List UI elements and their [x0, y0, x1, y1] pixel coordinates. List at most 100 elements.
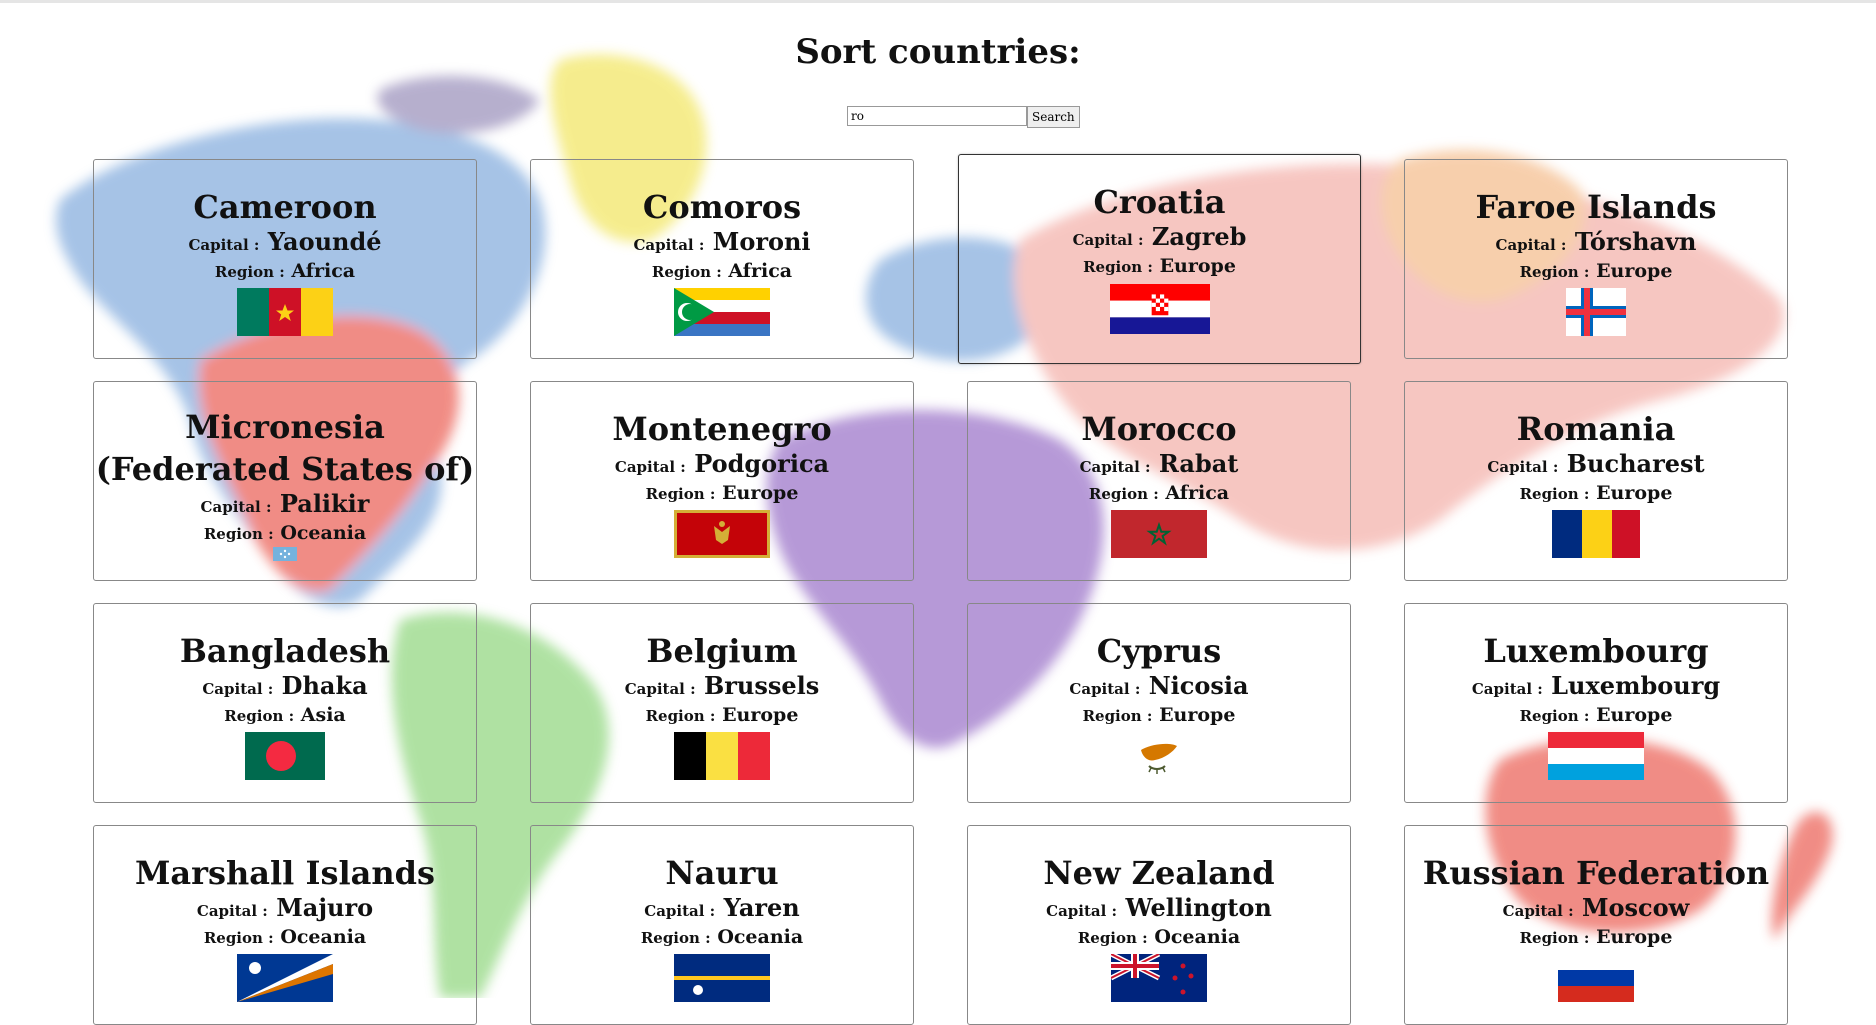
- luxembourg-flag-icon: [1548, 732, 1644, 780]
- region-label: Region :: [1077, 929, 1148, 947]
- capital-value: Majuro: [276, 893, 374, 922]
- country-card[interactable]: Russian Federation Capital : Moscow Regi…: [1404, 825, 1788, 1025]
- country-region: Region : Africa: [94, 259, 476, 284]
- country-name: Marshall Islands: [134, 854, 435, 892]
- country-card[interactable]: Faroe Islands Capital : Tórshavn Region …: [1404, 159, 1788, 359]
- country-card[interactable]: Romania Capital : Bucharest Region : Eur…: [1404, 381, 1788, 581]
- country-name: Micronesia (Federated States of): [95, 408, 475, 488]
- capital-label: Capital :: [1471, 680, 1543, 698]
- capital-label: Capital :: [188, 236, 260, 254]
- country-card[interactable]: Morocco Capital : Rabat Region : Africa: [967, 381, 1351, 581]
- region-value: Europe: [722, 704, 799, 726]
- country-card[interactable]: Micronesia (Federated States of) Capital…: [93, 381, 477, 581]
- region-label: Region :: [1519, 929, 1590, 947]
- region-value: Europe: [1159, 255, 1236, 277]
- montenegro-flag-icon: [674, 510, 770, 558]
- comoros-flag-icon: [674, 288, 770, 336]
- russia-flag-icon: [1548, 954, 1644, 1002]
- search-form: Search: [847, 106, 1080, 128]
- country-card[interactable]: New Zealand Capital : Wellington Region …: [967, 825, 1351, 1025]
- country-region: Region : Europe: [968, 703, 1350, 728]
- top-border: [0, 0, 1876, 3]
- country-region: Region : Europe: [1405, 259, 1787, 284]
- country-card[interactable]: Bangladesh Capital : Dhaka Region : Asia: [93, 603, 477, 803]
- country-card[interactable]: Nauru Capital : Yaren Region : Oceania: [530, 825, 914, 1025]
- region-label: Region :: [214, 263, 285, 281]
- country-name: Montenegro: [612, 410, 832, 448]
- region-label: Region :: [203, 525, 274, 543]
- country-name: Comoros: [642, 188, 802, 226]
- country-card[interactable]: Montenegro Capital : Podgorica Region : …: [530, 381, 914, 581]
- region-value: Europe: [1596, 482, 1673, 504]
- region-label: Region :: [640, 929, 711, 947]
- region-value: Oceania: [280, 522, 367, 544]
- country-region: Region : Europe: [1405, 481, 1787, 506]
- country-capital: Capital : Rabat: [968, 450, 1350, 481]
- croatia-flag-icon: [1109, 283, 1210, 335]
- country-card[interactable]: Croatia Capital : Zagreb Region : Europe: [958, 154, 1361, 364]
- region-value: Europe: [1159, 704, 1236, 726]
- region-label: Region :: [1088, 485, 1159, 503]
- country-region: Region : Europe: [1405, 703, 1787, 728]
- country-capital: Capital : Majuro: [94, 894, 476, 925]
- region-value: Europe: [722, 482, 799, 504]
- search-button[interactable]: Search: [1027, 106, 1080, 128]
- country-card[interactable]: Cyprus Capital : Nicosia Region : Europe: [967, 603, 1351, 803]
- region-value: Africa: [728, 260, 793, 282]
- country-capital: Capital : Zagreb: [959, 223, 1360, 254]
- country-card[interactable]: Cameroon Capital : Yaoundé Region : Afri…: [93, 159, 477, 359]
- country-name: Romania: [1516, 410, 1676, 448]
- capital-value: Luxembourg: [1551, 671, 1721, 700]
- country-capital: Capital : Luxembourg: [1405, 672, 1787, 703]
- bangladesh-flag-icon: [237, 732, 333, 780]
- country-region: Region : Oceania: [968, 925, 1350, 950]
- country-card[interactable]: Belgium Capital : Brussels Region : Euro…: [530, 603, 914, 803]
- capital-value: Yaoundé: [267, 227, 382, 256]
- country-card[interactable]: Luxembourg Capital : Luxembourg Region :…: [1404, 603, 1788, 803]
- country-capital: Capital : Podgorica: [531, 450, 913, 481]
- country-name: Faroe Islands: [1475, 188, 1717, 226]
- country-card[interactable]: Marshall Islands Capital : Majuro Region…: [93, 825, 477, 1025]
- country-region: Region : Africa: [968, 481, 1350, 506]
- country-name: Croatia: [1093, 183, 1226, 221]
- capital-label: Capital :: [644, 902, 716, 920]
- country-name: Belgium: [646, 632, 798, 670]
- capital-label: Capital :: [1502, 902, 1574, 920]
- capital-label: Capital :: [633, 236, 705, 254]
- world-map-background: [56, 54, 1833, 998]
- romania-flag-icon: [1548, 510, 1644, 558]
- new-zealand-flag-icon: [1111, 954, 1207, 1002]
- capital-label: Capital :: [202, 680, 274, 698]
- country-name: Luxembourg: [1483, 632, 1709, 670]
- country-name: Morocco: [1081, 410, 1237, 448]
- country-name: Cameroon: [193, 188, 377, 226]
- capital-value: Tórshavn: [1574, 227, 1697, 256]
- capital-label: Capital :: [1046, 902, 1118, 920]
- cyprus-flag-icon: [1111, 732, 1207, 780]
- region-value: Europe: [1596, 704, 1673, 726]
- search-input[interactable]: [847, 106, 1027, 126]
- country-region: Region : Europe: [1405, 925, 1787, 950]
- capital-value: Wellington: [1125, 893, 1272, 922]
- country-region: Region : Oceania: [94, 521, 476, 546]
- country-name: Bangladesh: [179, 632, 391, 670]
- country-region: Region : Asia: [94, 703, 476, 728]
- country-name: Russian Federation: [1422, 854, 1770, 892]
- capital-label: Capital :: [196, 902, 268, 920]
- country-region: Region : Oceania: [531, 925, 913, 950]
- country-region: Region : Africa: [531, 259, 913, 284]
- capital-value: Podgorica: [694, 449, 830, 478]
- region-value: Oceania: [717, 926, 804, 948]
- capital-value: Bucharest: [1566, 449, 1705, 478]
- capital-value: Moscow: [1581, 893, 1690, 922]
- region-label: Region :: [1519, 263, 1590, 281]
- nauru-flag-icon: [674, 954, 770, 1002]
- capital-value: Nicosia: [1148, 671, 1249, 700]
- capital-label: Capital :: [1487, 458, 1559, 476]
- country-capital: Capital : Bucharest: [1405, 450, 1787, 481]
- country-capital: Capital : Wellington: [968, 894, 1350, 925]
- capital-label: Capital :: [1072, 231, 1144, 249]
- capital-value: Brussels: [704, 671, 820, 700]
- capital-value: Yaren: [723, 893, 800, 922]
- country-card[interactable]: Comoros Capital : Moroni Region : Africa: [530, 159, 914, 359]
